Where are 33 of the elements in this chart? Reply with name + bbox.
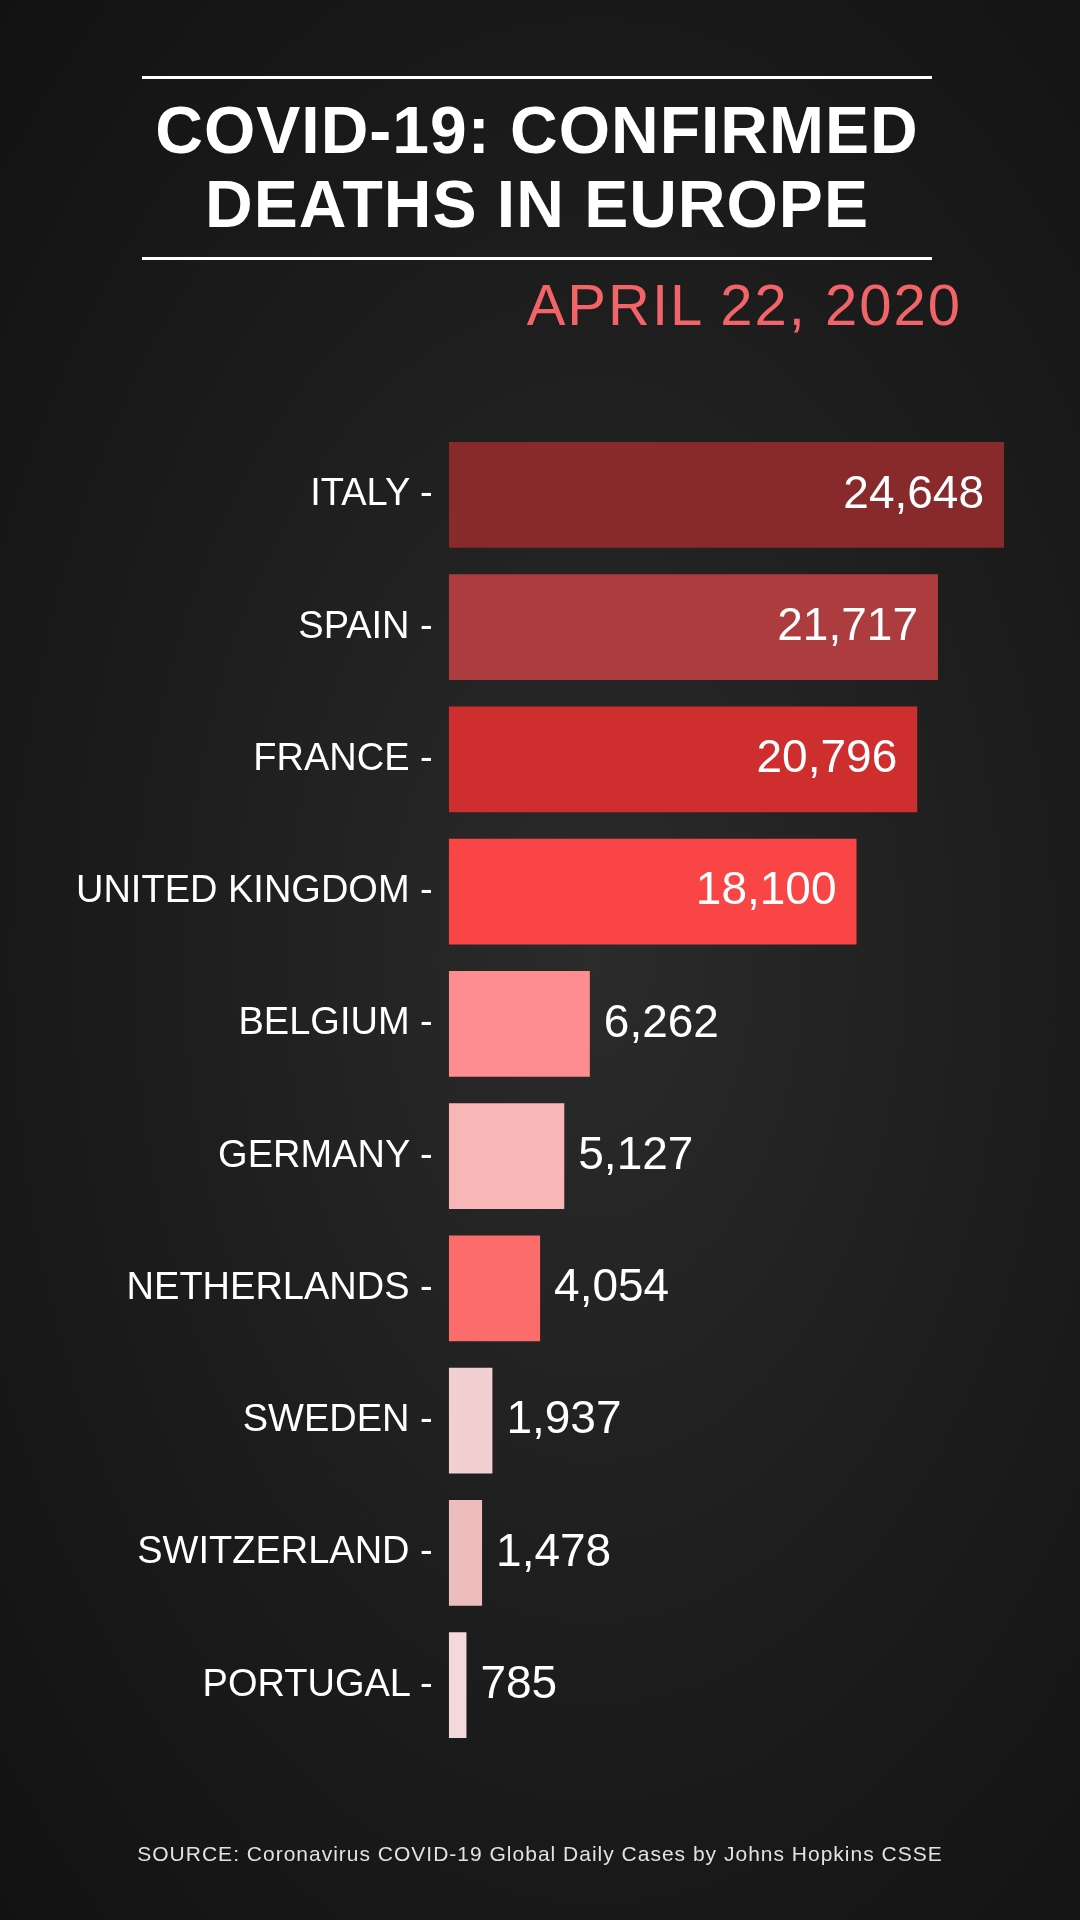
data-label: 5,127 — [578, 1126, 694, 1179]
data-label: 4,054 — [554, 1259, 670, 1312]
y-tick-label: GERMANY - — [218, 1132, 433, 1175]
bar — [448, 838, 857, 945]
y-tick-label: UNITED KINGDOM - — [75, 868, 433, 911]
data-label: 1,937 — [506, 1391, 622, 1444]
bar — [448, 442, 1004, 548]
bar — [448, 970, 590, 1077]
bar — [448, 574, 938, 681]
data-label: 18,100 — [695, 862, 837, 915]
chart-subtitle: APRIL 22, 2020 — [526, 272, 962, 338]
source-note: SOURCE: Coronavirus COVID-19 Global Daily Cases by Johns Hopkins CSSE — [136, 1842, 944, 1866]
bar — [448, 1103, 565, 1210]
y-tick-label: PORTUGAL - — [202, 1661, 433, 1704]
data-label: 1,478 — [496, 1523, 612, 1576]
data-label: 21,717 — [777, 597, 918, 650]
y-tick-label: ITALY - — [310, 471, 433, 514]
y-tick-label: SWEDEN - — [242, 1397, 433, 1440]
bar — [448, 1499, 483, 1606]
data-label: 24,648 — [843, 465, 984, 518]
bar — [448, 706, 918, 813]
bar — [448, 1235, 541, 1342]
bar — [448, 1367, 493, 1474]
data-label: 6,262 — [603, 994, 719, 1047]
chart-title: COVID-19: CONFIRMED DEATHS IN EUROPE — [142, 76, 932, 260]
y-tick-label: SWITZERLAND - — [137, 1529, 433, 1572]
y-tick-label: FRANCE - — [253, 735, 433, 778]
data-label: 785 — [480, 1655, 558, 1708]
y-tick-label: NETHERLANDS - — [126, 1264, 433, 1307]
bar — [448, 1632, 467, 1738]
data-label: 20,796 — [756, 730, 898, 783]
y-tick-label: SPAIN - — [298, 603, 433, 646]
y-tick-label: BELGIUM - — [238, 1000, 433, 1043]
